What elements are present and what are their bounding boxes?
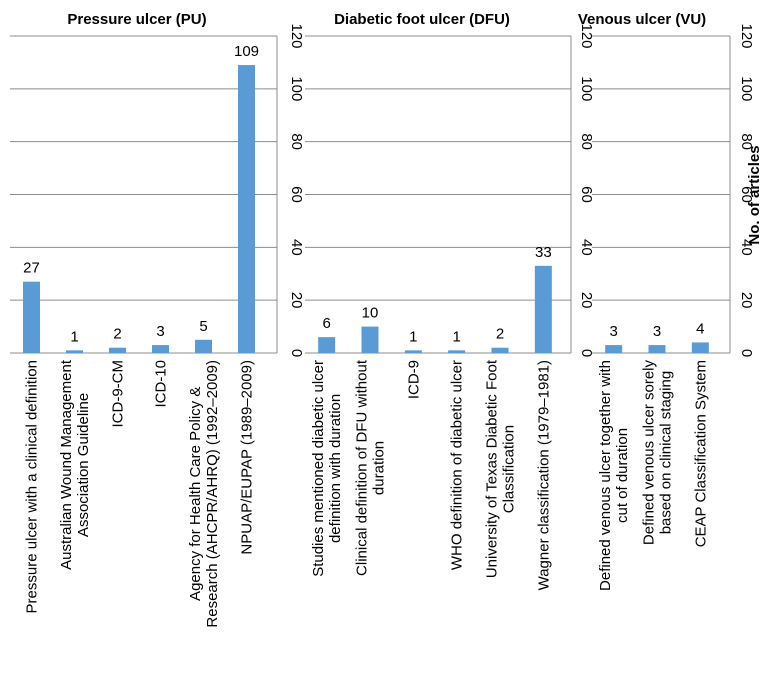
bar (23, 281, 40, 353)
data-label: 6 (322, 315, 330, 332)
bar (195, 339, 212, 353)
y-tick-label: 40 (738, 239, 755, 256)
bar (491, 347, 509, 353)
bar (238, 65, 255, 353)
y-tick-label: 60 (288, 186, 305, 203)
bar (448, 350, 466, 353)
category-label: Pressure ulcer with a clinical definitio… (24, 360, 41, 613)
bar (534, 265, 552, 353)
y-tick-label: 80 (738, 133, 755, 150)
y-tick-label: 100 (578, 76, 595, 101)
y-tick-label: 120 (738, 23, 755, 48)
y-tick-label: 0 (578, 349, 595, 357)
bar (404, 350, 422, 353)
y-tick-label: 80 (578, 133, 595, 150)
y-tick-label: 20 (738, 292, 755, 309)
y-tick-label: 100 (738, 76, 755, 101)
bar (361, 326, 379, 353)
panel-title: Venous ulcer (VU) (578, 11, 706, 28)
data-label: 1 (452, 328, 460, 345)
bar (152, 345, 169, 353)
y-tick-label: 0 (288, 349, 305, 357)
y-tick-label: 60 (578, 186, 595, 203)
category-label: Agency for Health Care Policy &Research … (187, 360, 221, 628)
bar (691, 342, 709, 353)
category-label: Defined venous ulcer together withcut of… (597, 360, 631, 591)
data-label: 2 (113, 326, 121, 343)
y-tick-label: 80 (288, 133, 305, 150)
category-label: Studies mentioned diabetic ulcerdefiniti… (310, 360, 344, 577)
data-label: 4 (696, 320, 704, 337)
bar (605, 345, 623, 353)
data-label: 33 (535, 244, 552, 261)
bar (109, 347, 126, 353)
category-label: ICD-10 (153, 360, 170, 408)
category-label: NPUAP/EUPAP (1989–2009) (239, 360, 256, 555)
data-label: 1 (409, 328, 417, 345)
category-label: Defined venous ulcer sorelybased on clin… (641, 360, 675, 546)
panel-2: Diabetic foot ulcer (DFU) 0 20 40 60 80 100 120… (305, 11, 595, 590)
y-tick-label: 120 (578, 23, 595, 48)
y-tick-label: 40 (578, 239, 595, 256)
category-label: Australian Wound ManagementAssociation G… (58, 359, 92, 570)
y-tick-label: 20 (578, 292, 595, 309)
data-label: 3 (609, 323, 617, 340)
panel-1: Pressure ulcer (PU) 0 20 40 60 80 100 120 27 Pres… (10, 11, 305, 628)
category-label: Clinical definition of DFU withoutdurati… (354, 359, 388, 576)
data-label: 5 (199, 318, 207, 335)
data-label: 2 (496, 326, 504, 343)
bar (648, 345, 666, 353)
data-label: 3 (653, 323, 661, 340)
data-label: 27 (23, 260, 40, 277)
y-tick-label: 60 (738, 186, 755, 203)
y-axis-title: No. of articles (746, 145, 763, 244)
y-tick-label: 20 (288, 292, 305, 309)
y-tick-label: 40 (288, 239, 305, 256)
bar (66, 350, 83, 353)
data-label: 3 (156, 323, 164, 340)
data-label: 10 (362, 305, 379, 322)
category-label: ICD-9 (405, 360, 422, 399)
category-label: ICD-9-CM (110, 360, 127, 428)
panel-title: Diabetic foot ulcer (DFU) (334, 11, 510, 28)
data-label: 109 (234, 43, 259, 60)
y-tick-label: 120 (288, 23, 305, 48)
category-label: Wagner classification (1979–1981) (535, 360, 552, 590)
bar (318, 337, 336, 353)
panel-title: Pressure ulcer (PU) (67, 11, 206, 28)
category-label: WHO definition of diabetic ulcer (449, 360, 466, 570)
y-tick-label: 0 (738, 349, 755, 357)
category-label: University of Texas Diabetic FootClassif… (484, 359, 518, 578)
category-label: CEAP Classification System (692, 360, 709, 547)
y-tick-label: 100 (288, 76, 305, 101)
data-label: 1 (70, 328, 78, 345)
